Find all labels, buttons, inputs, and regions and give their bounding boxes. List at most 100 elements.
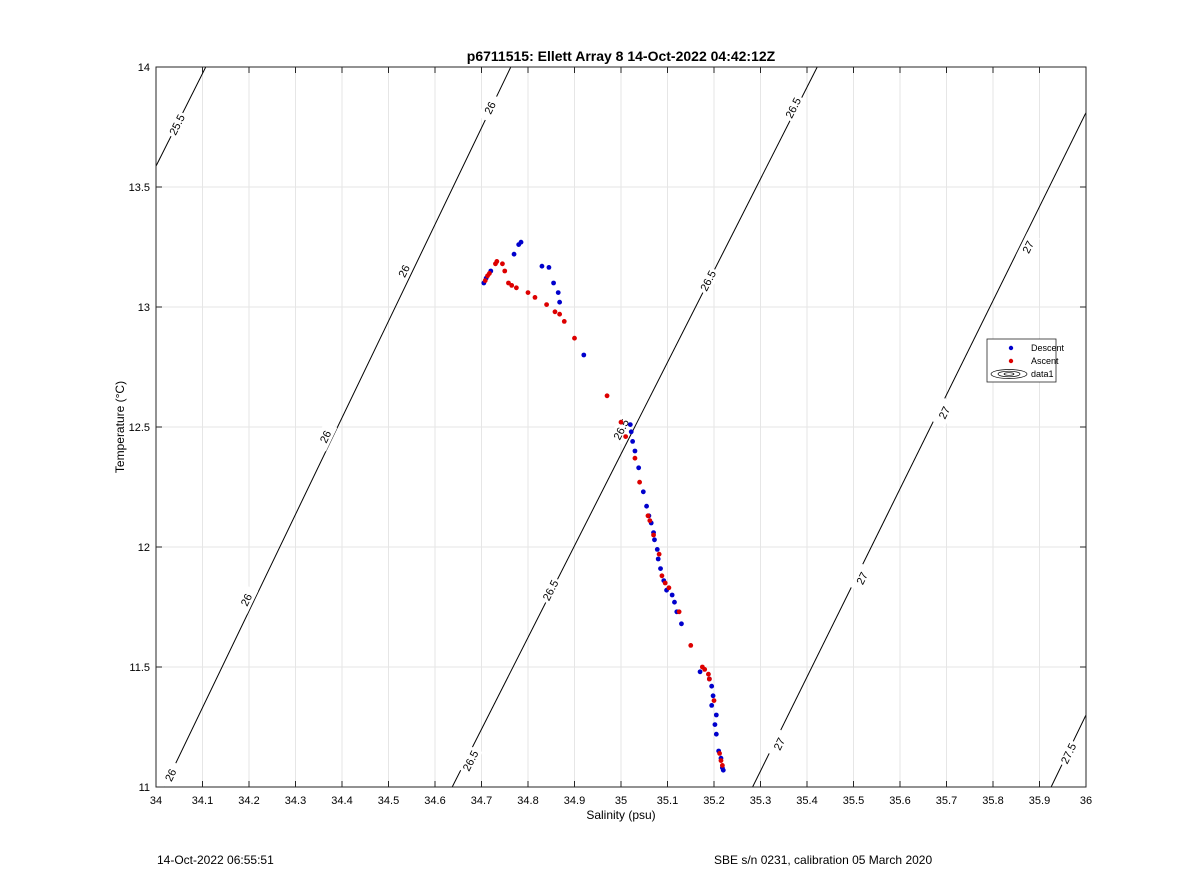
isopycnal-label: 27 <box>937 405 953 421</box>
data-point-descent <box>555 290 561 295</box>
data-point-ascent <box>525 290 531 295</box>
data-point-descent <box>679 621 684 627</box>
isopycnal-label-bg <box>1056 738 1081 769</box>
data-point-ascent <box>688 643 694 648</box>
data-point-ascent <box>482 278 488 283</box>
data-point-ascent <box>702 667 708 672</box>
x-tick-label: 35.3 <box>750 795 771 807</box>
data-point-ascent <box>552 309 558 315</box>
isopycnal-label-bg <box>158 760 183 790</box>
x-axis-ticks: 34 34.1 34.2 34.3 34.4 34.5 34.6 34.7 34.8 34.9 35… <box>150 67 1092 807</box>
data-point-descent <box>628 429 634 435</box>
data-point-descent <box>713 731 719 737</box>
y-tick-label: 12.5 <box>129 422 150 434</box>
data-point-ascent <box>632 455 638 461</box>
x-tick-label: 34.3 <box>285 795 306 807</box>
data-point-ascent <box>500 261 505 267</box>
x-tick-label: 34.4 <box>331 795 352 807</box>
data-point-ascent <box>711 698 717 703</box>
y-tick-label: 13 <box>138 302 150 314</box>
isopycnal-label-bg <box>538 575 563 605</box>
data-point-ascent <box>706 676 712 682</box>
data-point-ascent <box>645 513 651 519</box>
x-tick-label: 35 <box>615 795 627 807</box>
footer-calibration: SBE s/n 0231, calibration 05 March 2020 <box>714 853 933 867</box>
data-point-ascent <box>637 479 642 485</box>
data-point-descent <box>557 299 563 305</box>
x-tick-label: 34.6 <box>424 795 445 807</box>
data-point-ascent <box>666 585 672 591</box>
data-point-ascent <box>706 671 711 677</box>
data-point-ascent <box>557 311 563 317</box>
data-point-ascent <box>676 609 682 615</box>
isopycnal-label-bg <box>849 563 874 593</box>
data-point-ascent <box>618 419 624 425</box>
legend-contour-icon <box>990 369 1028 379</box>
isopycnal-label: 27 <box>772 736 788 752</box>
data-point-ascent <box>719 763 725 768</box>
data-point-descent <box>669 592 675 598</box>
isopycnal-label-bg <box>391 256 416 286</box>
x-tick-label: 34.8 <box>517 795 538 807</box>
data-point-descent <box>511 251 517 257</box>
data-point-descent <box>636 465 642 471</box>
data-point-descent <box>518 239 524 245</box>
isopycnal-label-bg <box>313 421 338 452</box>
x-tick-label: 35.2 <box>703 795 724 807</box>
isopycnal-label: 26 <box>483 100 499 116</box>
x-axis-label: Salinity (psu) <box>586 808 655 822</box>
isopycnal-label-bg <box>780 93 806 123</box>
data-point-ascent <box>717 751 722 756</box>
chart-title: p6711515: Ellett Array 8 14-Oct-2022 04:… <box>467 48 776 64</box>
data-point-ascent <box>544 302 549 307</box>
isopycnal-line <box>451 67 818 787</box>
y-tick-label: 11 <box>139 782 150 794</box>
isopycnal-label-bg <box>164 109 190 140</box>
isopycnal-label: 27 <box>855 570 871 586</box>
footer-timestamp: 14-Oct-2022 06:55:51 <box>157 853 274 867</box>
x-tick-label: 34.2 <box>238 795 259 807</box>
x-tick-label: 36 <box>1080 795 1092 807</box>
x-tick-label: 34 <box>150 795 162 807</box>
isopycnal-label-bg <box>932 397 957 428</box>
data-point-descent <box>546 265 552 270</box>
legend-marker-ascent <box>1008 358 1014 364</box>
data-point-ascent <box>659 573 665 579</box>
y-tick-label: 14 <box>138 62 150 74</box>
legend-marker-descent <box>1008 345 1014 351</box>
legend-label-ascent: Ascent <box>1031 356 1059 366</box>
isopycnal-label: 26 <box>163 767 179 783</box>
data-point-descent <box>658 566 663 571</box>
data-point-descent <box>632 448 638 454</box>
isopycnal-label-bg <box>767 729 792 759</box>
y-axis-label: Temperature (°C) <box>113 381 127 473</box>
legend-label-data1: data1 <box>1031 369 1054 379</box>
isopycnal-label: 26 <box>239 592 255 608</box>
x-tick-label: 35.6 <box>889 795 910 807</box>
x-tick-label: 34.9 <box>564 795 585 807</box>
legend-label-descent: Descent <box>1031 343 1065 353</box>
x-tick-label: 34.7 <box>471 795 492 807</box>
data-point-descent <box>712 722 718 727</box>
data-point-descent <box>672 599 677 605</box>
x-tick-label: 35.1 <box>657 795 678 807</box>
isopycnal-label-bg <box>1015 232 1040 262</box>
isopycnal-label: 27 <box>1021 239 1037 255</box>
isopycnal-line <box>752 112 1086 787</box>
data-point-ascent <box>718 758 724 763</box>
x-tick-label: 35.5 <box>843 795 864 807</box>
isopycnal-label-bg <box>458 745 483 776</box>
data-point-ascent <box>604 393 610 399</box>
y-axis-ticks: 11 11.5 12 12.5 13 13.5 14 <box>129 62 1086 794</box>
data-point-descent <box>652 537 657 543</box>
isopycnal-label: 26 <box>397 263 413 279</box>
data-point-descent <box>655 556 661 562</box>
data-point-ascent <box>647 518 653 523</box>
data-point-descent <box>630 439 636 444</box>
x-tick-label: 35.4 <box>796 795 817 807</box>
data-point-ascent <box>513 285 519 291</box>
x-tick-label: 34.5 <box>378 795 399 807</box>
data-point-descent <box>709 703 715 708</box>
legend: Descent Ascent data1 <box>986 338 1065 383</box>
